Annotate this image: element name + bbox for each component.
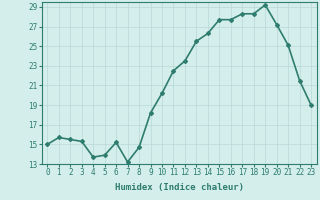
X-axis label: Humidex (Indice chaleur): Humidex (Indice chaleur) — [115, 183, 244, 192]
